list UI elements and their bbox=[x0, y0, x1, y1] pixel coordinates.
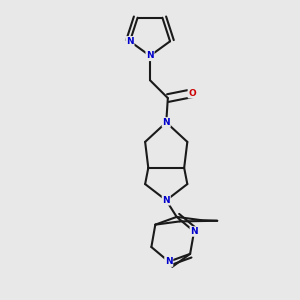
Text: N: N bbox=[162, 196, 170, 205]
Text: N: N bbox=[190, 227, 198, 236]
Text: N: N bbox=[126, 37, 134, 46]
Text: N: N bbox=[146, 51, 154, 60]
Text: N: N bbox=[162, 118, 170, 127]
Text: O: O bbox=[188, 89, 196, 98]
Text: N: N bbox=[165, 257, 172, 266]
